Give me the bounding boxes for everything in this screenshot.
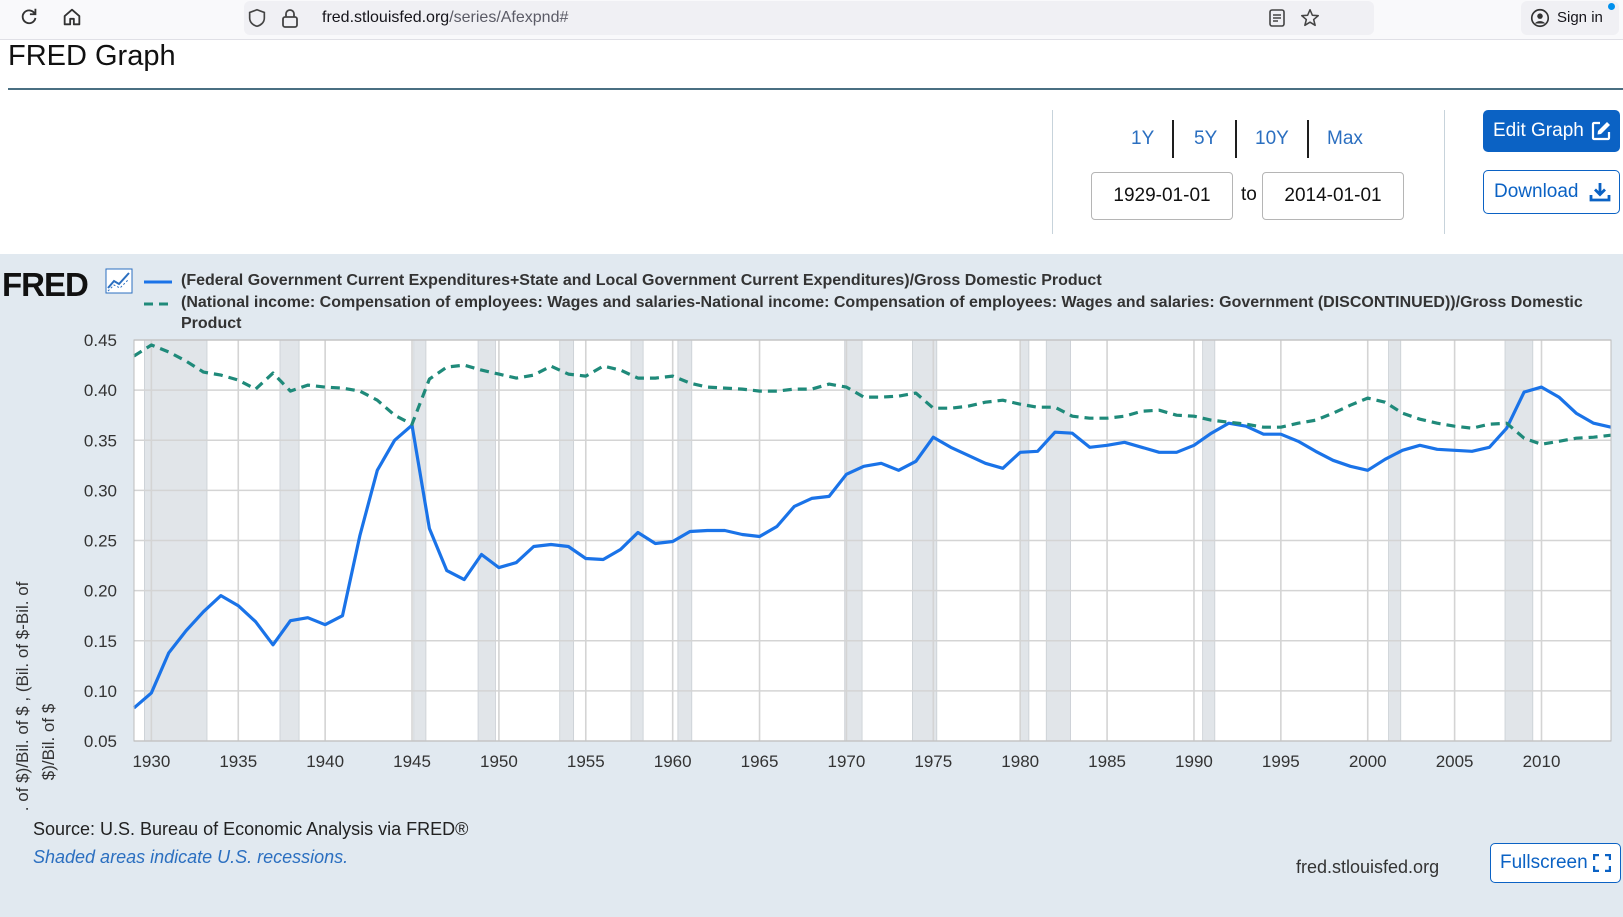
x-tick-label: 1940	[306, 752, 344, 771]
site-url: fred.stlouisfed.org	[1296, 857, 1440, 877]
x-tick-label: 2000	[1349, 752, 1387, 771]
fred-chart-icon	[105, 268, 133, 294]
range-separator	[1307, 120, 1309, 158]
fullscreen-icon	[1593, 854, 1611, 872]
fullscreen-button[interactable]: Fullscreen	[1490, 843, 1621, 883]
range-separator	[1235, 120, 1237, 158]
sign-in-label: Sign in	[1557, 9, 1603, 26]
legend-series2: (National income: Compensation of employ…	[181, 294, 1583, 311]
y-tick-label: 0.10	[84, 682, 117, 701]
series-layer	[132, 343, 1612, 710]
url-host: fred.stlouisfed.org	[322, 9, 450, 26]
fullscreen-label: Fullscreen	[1500, 852, 1588, 873]
bookmark-star-icon[interactable]	[1299, 7, 1321, 29]
y-tick-label: 0.40	[84, 381, 117, 400]
x-tick-label: 2010	[1523, 752, 1561, 771]
notification-dot	[1608, 3, 1615, 10]
x-tick-label: 1970	[828, 752, 866, 771]
lock-icon[interactable]	[280, 7, 300, 29]
range-max-link[interactable]: Max	[1327, 128, 1363, 149]
url-path: /series/Afexpnd#	[449, 9, 569, 26]
x-tick-label: 1960	[654, 752, 692, 771]
x-tick-label: 1995	[1262, 752, 1300, 771]
edit-graph-label: Edit Graph	[1493, 120, 1584, 141]
reload-icon[interactable]	[18, 6, 40, 28]
title-divider	[8, 88, 1623, 90]
browser-toolbar: fred.stlouisfed.org/series/Afexpnd# Sign…	[0, 0, 1623, 40]
to-label: to	[1241, 184, 1257, 205]
x-tick-label: 1955	[567, 752, 605, 771]
range-5y-link[interactable]: 5Y	[1194, 128, 1218, 149]
x-tick-label: 1990	[1175, 752, 1213, 771]
download-label: Download	[1494, 181, 1579, 202]
x-tick-label: 1985	[1088, 752, 1126, 771]
series-line-expenditures	[132, 385, 1612, 710]
x-tick-label: 2005	[1436, 752, 1474, 771]
x-tick-label: 1945	[393, 752, 431, 771]
source-note: Source: U.S. Bureau of Economic Analysis…	[33, 819, 469, 839]
legend-swatch-series1	[144, 280, 172, 284]
shield-icon[interactable]	[246, 7, 268, 29]
y-tick-label: 0.25	[84, 532, 117, 551]
y-tick-label: 0.20	[84, 582, 117, 601]
address-bar[interactable]	[244, 1, 1374, 35]
x-tick-label: 1935	[219, 752, 257, 771]
page-title: FRED Graph	[8, 40, 176, 72]
axis-layer: 0.05 0.10 0.15 0.20 0.25 0.30 0.35 0.40 0.45 1930…	[84, 331, 1612, 771]
home-icon[interactable]	[61, 6, 83, 28]
y-tick-label: 0.30	[84, 481, 117, 500]
account-icon	[1530, 8, 1550, 28]
x-tick-label: 1950	[480, 752, 518, 771]
series-line-wages	[133, 343, 1612, 446]
end-date-input[interactable]: 2014-01-01	[1262, 172, 1404, 220]
edit-graph-button[interactable]: Edit Graph	[1483, 110, 1620, 152]
y-tick-label: 0.05	[84, 732, 117, 751]
legend-series1: (Federal Government Current Expenditures…	[181, 272, 1102, 289]
divider	[1052, 110, 1053, 234]
download-button[interactable]: Download	[1483, 170, 1620, 214]
range-separator	[1172, 120, 1174, 158]
divider	[1444, 110, 1445, 234]
x-tick-label: 1975	[914, 752, 952, 771]
y-axis-label-cont: $)/Bil. of $	[39, 703, 58, 780]
y-axis-label: (Bil. of $+Bil. of $)/Bil. of $ , (Bil. …	[13, 581, 32, 810]
reader-view-icon[interactable]	[1267, 8, 1287, 28]
grid-layer	[134, 339, 1611, 742]
line-chart: 0.05 0.10 0.15 0.20 0.25 0.30 0.35 0.40 0.45 1930…	[13, 331, 1612, 810]
y-tick-label: 0.35	[84, 431, 117, 450]
edit-icon	[1591, 121, 1611, 141]
fred-logo: FRED	[2, 266, 89, 303]
start-date-input[interactable]: 1929-01-01	[1091, 172, 1233, 220]
x-tick-label: 1930	[132, 752, 170, 771]
download-icon	[1589, 183, 1611, 202]
legend-series2-cont: Product	[181, 315, 242, 332]
url-text[interactable]: fred.stlouisfed.org/series/Afexpnd#	[322, 9, 568, 27]
plot-border	[133, 339, 1612, 742]
range-10y-link[interactable]: 10Y	[1255, 128, 1289, 149]
legend-swatch-series2	[144, 302, 172, 306]
range-1y-link[interactable]: 1Y	[1131, 128, 1155, 149]
y-tick-label: 0.15	[84, 632, 117, 651]
y-tick-label: 0.45	[84, 331, 117, 350]
recession-note-link[interactable]: Shaded areas indicate U.S. recessions.	[33, 847, 349, 867]
x-tick-label: 1980	[1001, 752, 1039, 771]
x-tick-label: 1965	[741, 752, 779, 771]
sign-in-button[interactable]: Sign in	[1521, 1, 1619, 35]
